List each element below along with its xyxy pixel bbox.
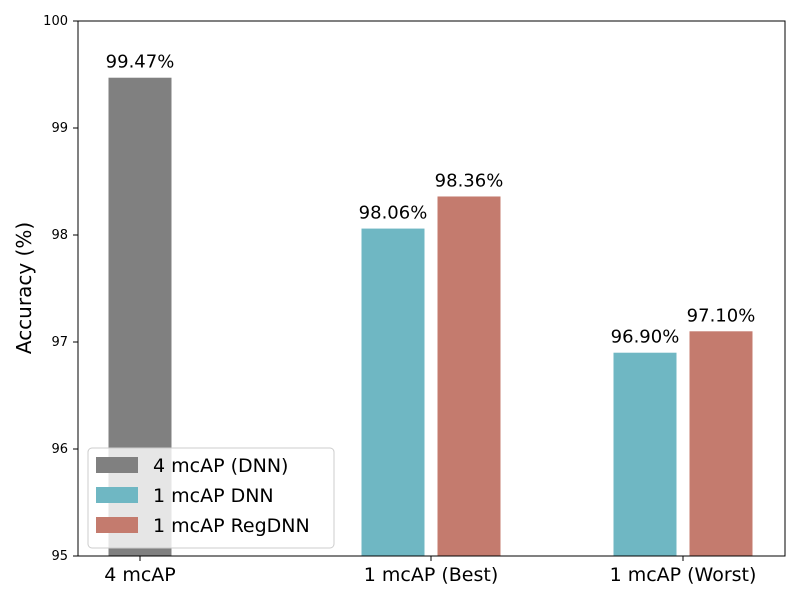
x-tick-label: 4 mcAP: [104, 564, 176, 586]
legend-entry: 1 mcAP DNN: [153, 485, 274, 507]
data-labels-group: 99.47% 98.06% 98.36% 96.90% 97.10%: [106, 52, 756, 348]
legend: 4 mcAP (DNN) 1 mcAP DNN 1 mcAP RegDNN: [87, 447, 335, 549]
bar: [361, 228, 425, 556]
data-label: 98.06%: [359, 203, 428, 224]
bars-group: [108, 77, 753, 557]
bar: [613, 352, 677, 556]
y-tick-label: 99: [51, 121, 68, 136]
x-axis-ticks: 4 mcAP 1 mcAP (Best) 1 mcAP (Worst): [104, 556, 756, 586]
bar: [437, 196, 501, 557]
legend-swatch: [96, 517, 138, 533]
legend-box: [87, 447, 335, 549]
y-axis-label: Accuracy (%): [12, 222, 36, 354]
x-tick-label: 1 mcAP (Best): [364, 564, 498, 586]
x-tick-label: 1 mcAP (Worst): [610, 564, 757, 586]
y-tick-label: 95: [51, 549, 68, 564]
y-tick-label: 96: [51, 442, 68, 457]
legend-swatch: [96, 487, 138, 503]
data-label: 99.47%: [106, 52, 175, 73]
legend-swatch: [96, 457, 138, 473]
data-label: 96.90%: [611, 327, 680, 348]
data-label: 97.10%: [687, 305, 756, 326]
plot-frame: [77, 20, 786, 557]
legend-entry: 4 mcAP (DNN): [153, 455, 288, 477]
legend-entry: 1 mcAP RegDNN: [153, 515, 310, 537]
y-tick-label: 97: [51, 335, 68, 350]
y-tick-label: 100: [43, 14, 68, 29]
data-label: 98.36%: [435, 170, 504, 191]
bar: [689, 331, 753, 556]
y-axis-ticks: 95 96 97 98 99 100: [43, 14, 78, 564]
y-tick-label: 98: [51, 228, 68, 243]
